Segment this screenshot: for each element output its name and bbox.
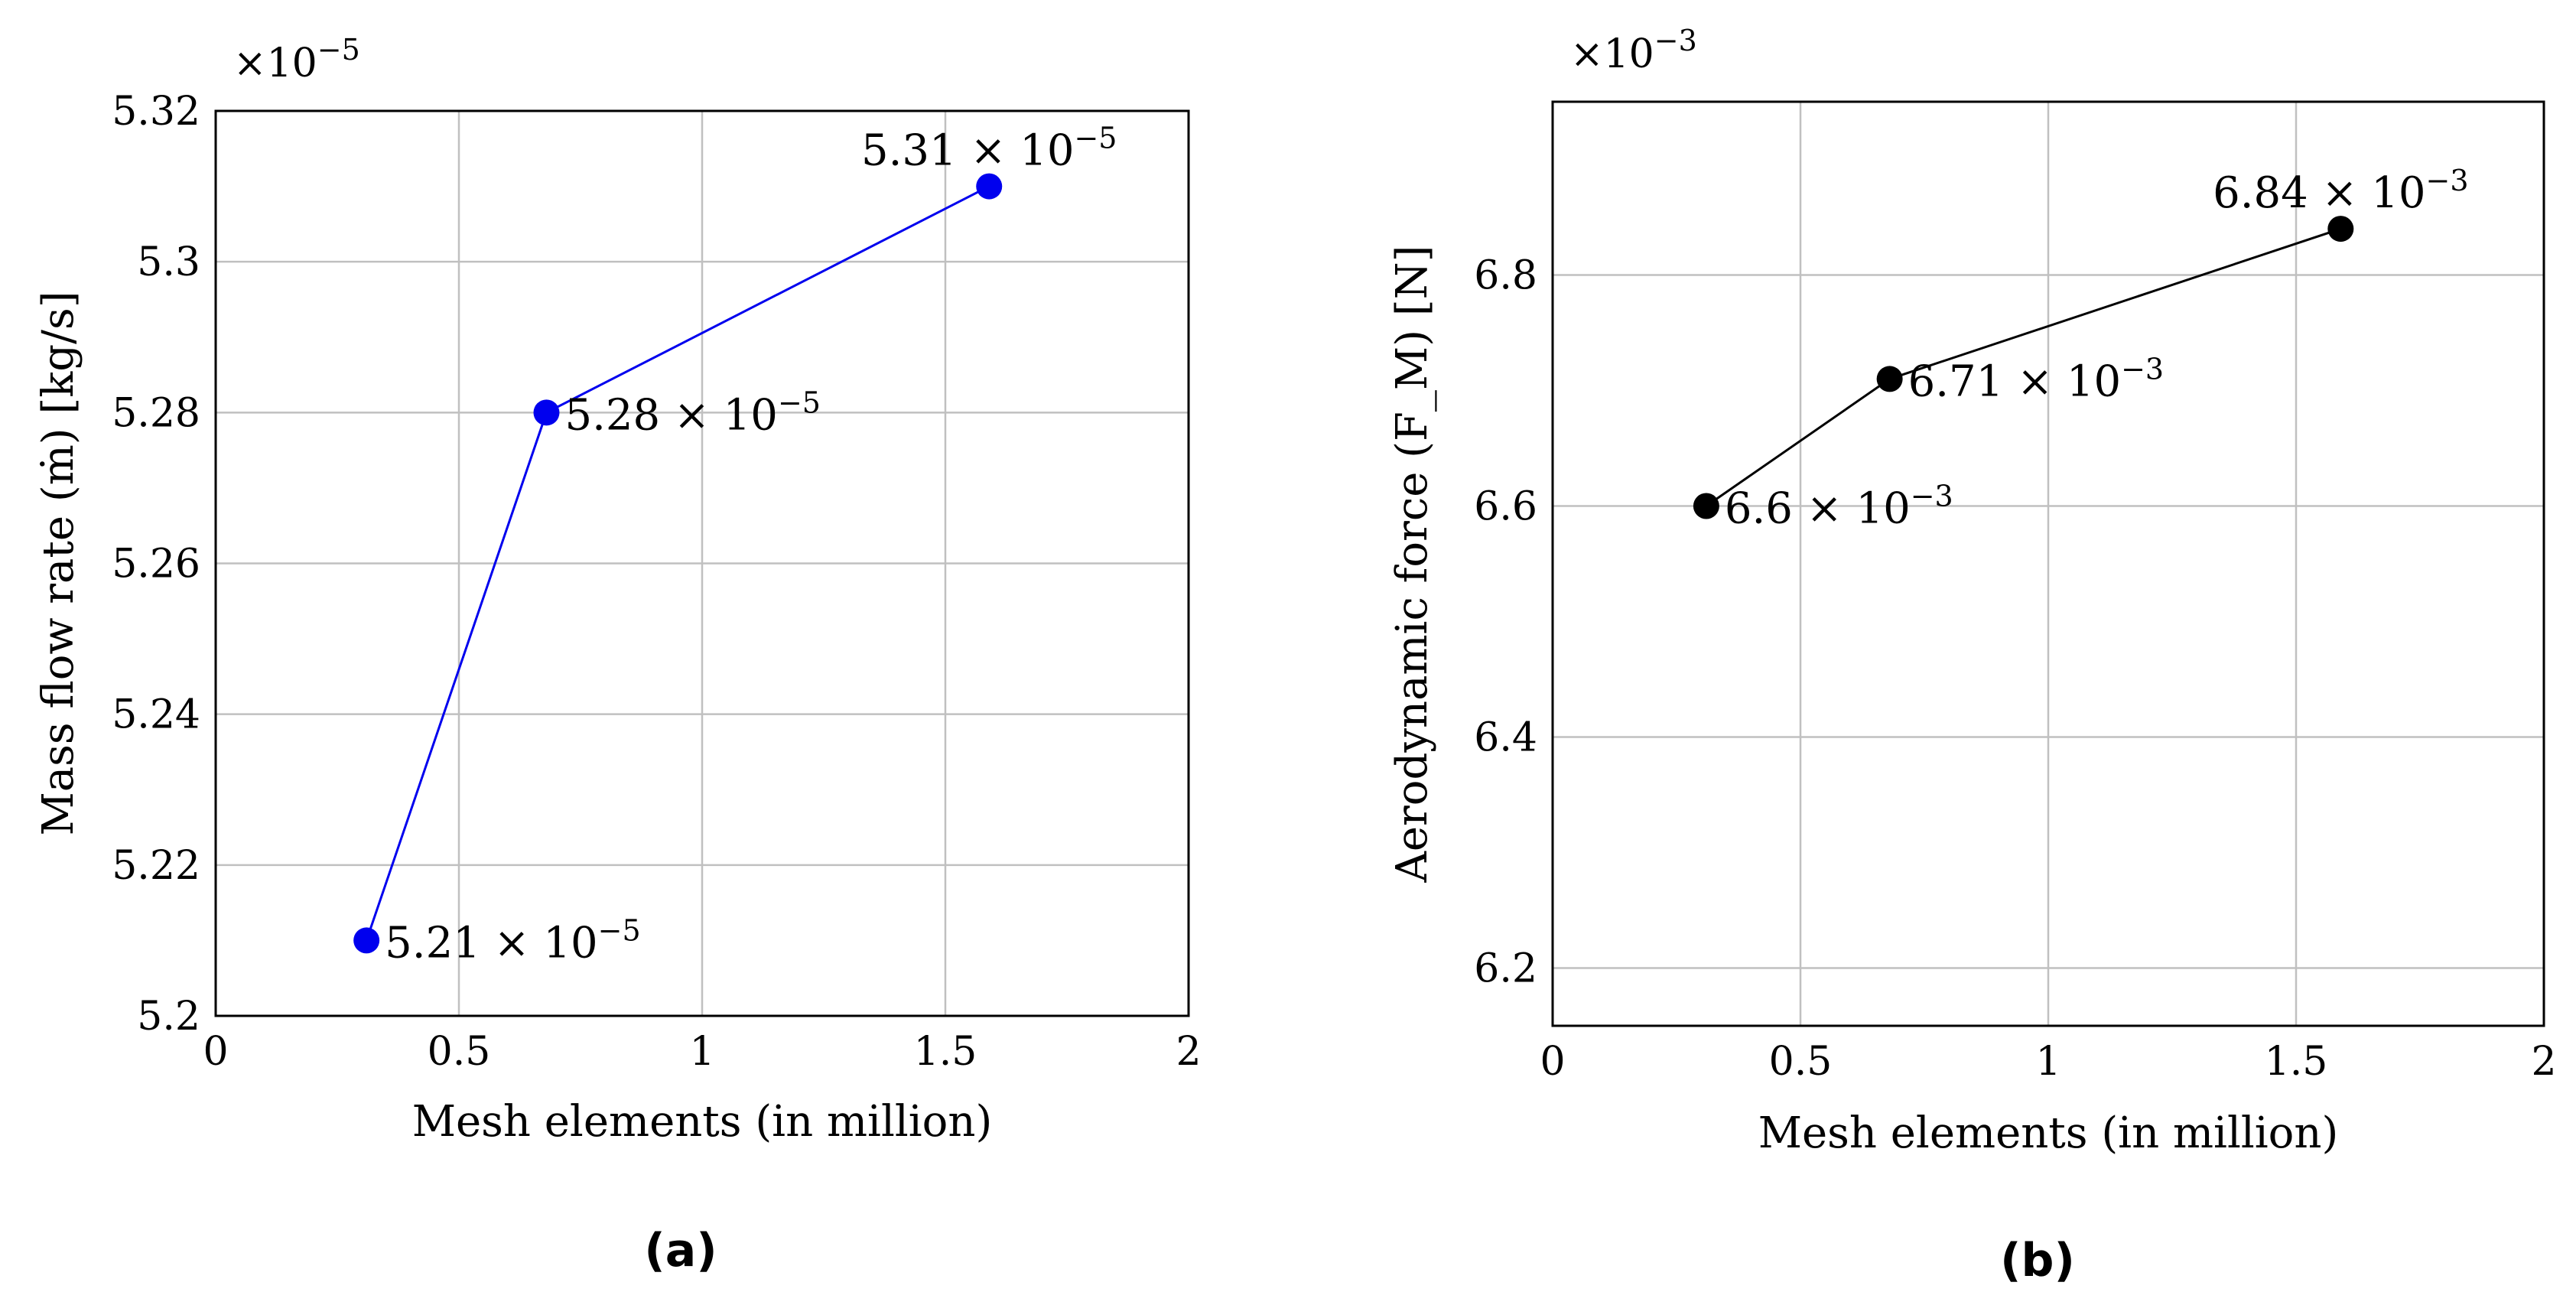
chart-b-scale-factor: ×10−3	[1570, 24, 1697, 77]
chart-b-frame	[1551, 100, 2545, 1027]
chart-b-data-point	[2327, 216, 2354, 242]
chart-a-frame	[214, 109, 1190, 1017]
chart-a-data-point	[353, 927, 380, 954]
chart-b-y-tick-label: 6.4	[1474, 715, 1537, 761]
chart-b-point-label: 6.84 × 10−3	[2213, 164, 2469, 218]
chart-a-x-tick-label: 0.5	[428, 1029, 491, 1075]
chart-b-x-axis-label: Mesh elements (in million)	[1758, 1108, 2339, 1158]
chart-a-y-tick-label: 5.32	[112, 89, 200, 135]
chart-a-x-ticks: 0 0.5 1 1.5 2	[203, 1029, 1201, 1075]
chart-b-x-tick-label: 1	[2035, 1039, 2060, 1085]
chart-b-y-tick-label: 6.2	[1474, 946, 1537, 992]
chart-b-gridlines	[1553, 102, 2544, 1026]
chart-a-point-label: 5.21 × 10−5	[385, 913, 641, 968]
chart-b-x-tick-label: 1.5	[2265, 1039, 2328, 1085]
chart-b-caption: (b)	[2000, 1234, 2075, 1287]
chart-b-point-label: 6.71 × 10−3	[1908, 352, 2165, 406]
chart-b-series: 6.6 × 10−3 6.71 × 10−3 6.84 × 10−3	[1693, 164, 2469, 534]
chart-a-y-tick-label: 5.22	[112, 843, 200, 889]
chart-a-y-tick-label: 5.3	[137, 239, 200, 285]
chart-a-x-tick-label: 0	[203, 1029, 228, 1075]
chart-a-data-point	[533, 399, 560, 426]
chart-b-x-tick-label: 0	[1540, 1039, 1565, 1085]
chart-b-y-tick-label: 6.6	[1474, 484, 1537, 530]
chart-a-x-tick-label: 1	[689, 1029, 714, 1075]
chart-a-y-ticks: 5.2 5.22 5.24 5.26 5.28 5.3 5.32	[112, 89, 200, 1040]
chart-a-data-point	[976, 173, 1003, 200]
chart-b: 6.6 × 10−3 6.71 × 10−3 6.84 × 10−3 0 0.5 1 1.…	[1387, 24, 2557, 1287]
chart-a-x-axis-label: Mesh elements (in million)	[412, 1097, 993, 1147]
chart-b-data-point	[1876, 366, 1903, 392]
chart-a-y-tick-label: 5.24	[112, 692, 200, 738]
chart-a-caption: (a)	[644, 1224, 717, 1277]
chart-a-y-tick-label: 5.26	[112, 542, 200, 587]
chart-a-series: 5.21 × 10−5 5.28 × 10−5 5.31 × 10−5	[353, 122, 1117, 968]
chart-a-x-tick-label: 1.5	[914, 1029, 977, 1075]
chart-b-x-ticks: 0 0.5 1 1.5 2	[1540, 1039, 2556, 1085]
chart-a-gridlines	[216, 111, 1189, 1016]
chart-b-y-axis-label: Aerodynamic force (F_M) [N]	[1387, 245, 1437, 883]
chart-b-x-tick-label: 0.5	[1769, 1039, 1833, 1085]
chart-b-point-label: 6.6 × 10−3	[1725, 480, 1953, 534]
chart-a-point-label: 5.31 × 10−5	[861, 122, 1117, 176]
chart-a-x-tick-label: 2	[1176, 1029, 1201, 1075]
chart-a-y-tick-label: 5.2	[137, 994, 200, 1040]
chart-a: 5.21 × 10−5 5.28 × 10−5 5.31 × 10−5 0 0.5 1 1…	[34, 33, 1202, 1277]
chart-b-y-ticks: 6.2 6.4 6.6 6.8	[1474, 253, 1537, 992]
chart-a-y-axis-label: Mass flow rate (ṁ) [kg/s]	[34, 291, 83, 835]
chart-b-y-tick-label: 6.8	[1474, 253, 1537, 299]
chart-b-x-tick-label: 2	[2531, 1039, 2556, 1085]
chart-a-point-label: 5.28 × 10−5	[564, 386, 821, 440]
chart-b-data-point	[1693, 493, 1719, 519]
chart-a-scale-factor: ×10−5	[233, 33, 360, 86]
chart-a-y-tick-label: 5.28	[112, 390, 200, 436]
